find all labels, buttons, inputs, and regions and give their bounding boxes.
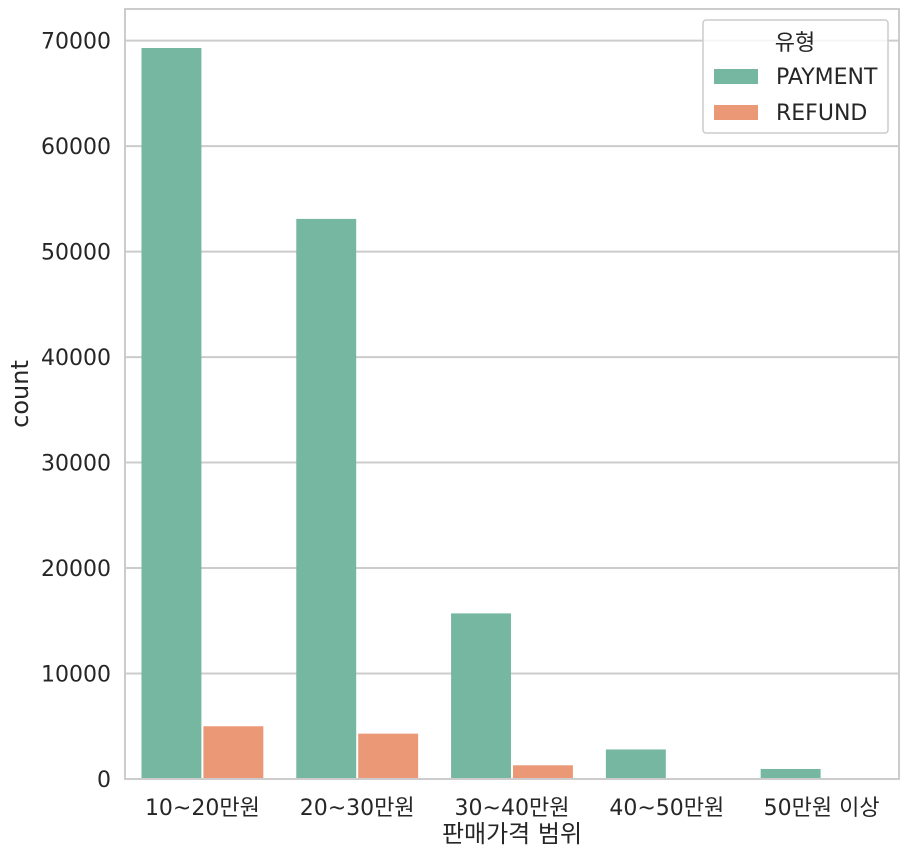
legend-label: PAYMENT (776, 65, 878, 90)
x-tick-label: 20~30만원 (300, 796, 415, 821)
legend: 유형 PAYMENT REFUND (702, 19, 889, 134)
y-tick-label: 60000 (41, 135, 111, 160)
bar-payment (605, 749, 666, 779)
y-tick-label: 30000 (41, 452, 111, 477)
bar-refund (203, 726, 264, 779)
legend-swatch (714, 105, 758, 120)
x-axis-ticks: 10~20만원 20~30만원 30~40만원 40~50만원 50만원 이상 (145, 796, 880, 821)
bar-payment (451, 613, 511, 779)
plot-frame (124, 8, 900, 780)
bar-refund (358, 733, 419, 779)
bar-payment (760, 768, 821, 779)
y-tick-label: 40000 (41, 346, 111, 371)
bar-refund (513, 765, 573, 779)
gridlines (125, 39, 899, 780)
legend-swatch (714, 69, 758, 84)
y-tick-label: 50000 (41, 241, 111, 266)
y-tick-label: 70000 (41, 30, 111, 55)
y-axis-label: count (6, 360, 34, 428)
bar-payment (141, 48, 202, 779)
y-tick-label: 0 (97, 768, 111, 793)
legend-title: 유형 (775, 31, 815, 56)
legend-label: REFUND (776, 101, 867, 126)
x-tick-label: 30~40만원 (455, 796, 570, 821)
x-tick-label: 50만원 이상 (764, 796, 880, 821)
y-tick-label: 20000 (41, 557, 111, 582)
legend-items: PAYMENT REFUND (714, 65, 878, 126)
x-tick-label: 10~20만원 (145, 796, 260, 821)
x-tick-label: 40~50만원 (609, 796, 724, 821)
bars (141, 48, 883, 779)
y-tick-label: 10000 (41, 663, 111, 688)
legend-box (702, 19, 889, 134)
y-axis-ticks: 0 10000 20000 30000 40000 50000 60000 70000 (41, 30, 111, 793)
bar-payment (296, 218, 357, 779)
x-axis-label: 판매가격 범위 (442, 820, 582, 848)
